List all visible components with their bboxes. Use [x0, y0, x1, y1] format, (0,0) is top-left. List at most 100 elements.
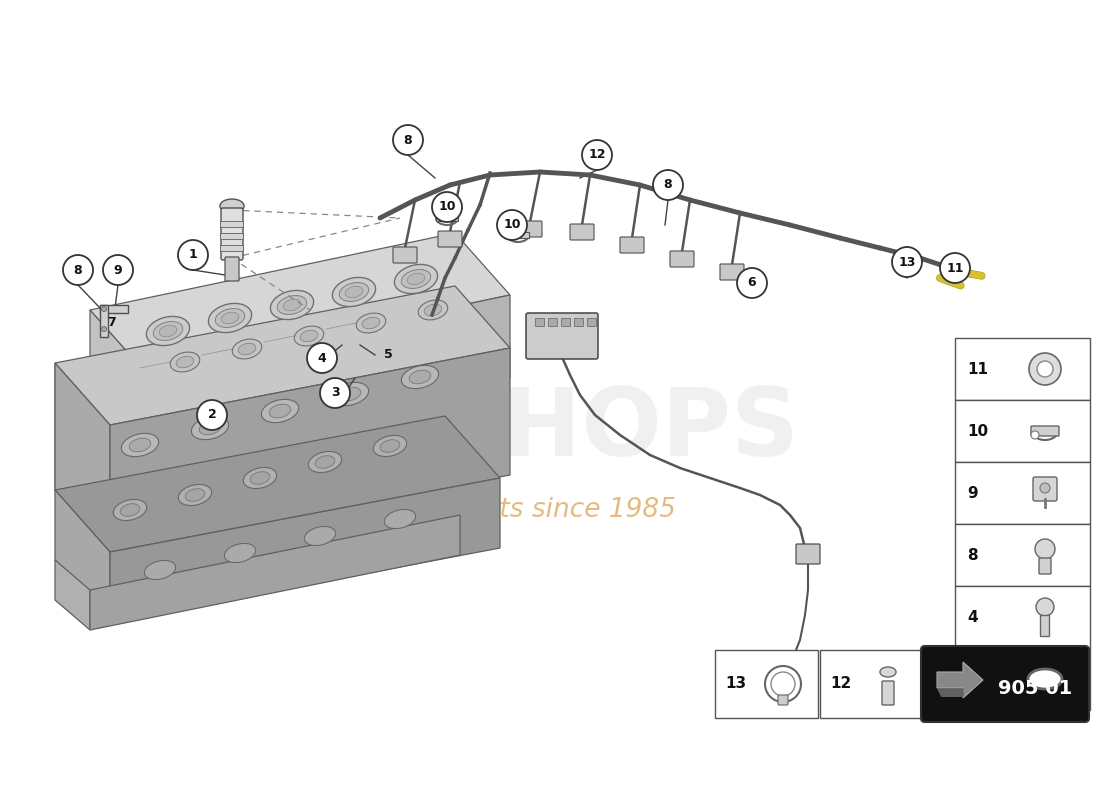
Ellipse shape	[129, 438, 151, 452]
FancyBboxPatch shape	[438, 231, 462, 247]
FancyBboxPatch shape	[220, 234, 243, 239]
Circle shape	[1031, 431, 1040, 439]
Ellipse shape	[185, 489, 205, 502]
Text: 6: 6	[748, 277, 757, 290]
Ellipse shape	[178, 485, 211, 506]
Circle shape	[1040, 483, 1050, 493]
Text: 8: 8	[663, 178, 672, 191]
Ellipse shape	[176, 356, 194, 368]
Text: 9: 9	[113, 263, 122, 277]
Polygon shape	[55, 363, 110, 552]
FancyBboxPatch shape	[393, 247, 417, 263]
Circle shape	[320, 378, 350, 408]
Text: 10: 10	[504, 218, 520, 231]
FancyBboxPatch shape	[715, 650, 818, 718]
FancyBboxPatch shape	[561, 318, 570, 326]
Ellipse shape	[300, 330, 318, 342]
Ellipse shape	[224, 543, 255, 562]
Ellipse shape	[113, 499, 146, 521]
Text: 12: 12	[588, 149, 606, 162]
FancyBboxPatch shape	[955, 338, 1090, 400]
Ellipse shape	[191, 416, 229, 440]
FancyBboxPatch shape	[720, 264, 744, 280]
FancyBboxPatch shape	[955, 586, 1090, 648]
Text: 13: 13	[725, 677, 746, 691]
Ellipse shape	[407, 274, 425, 285]
Polygon shape	[110, 348, 510, 552]
Circle shape	[101, 306, 107, 311]
Circle shape	[892, 247, 922, 277]
Text: 2: 2	[967, 671, 978, 686]
FancyBboxPatch shape	[548, 318, 557, 326]
Ellipse shape	[160, 326, 177, 337]
Text: 8: 8	[967, 547, 978, 562]
Ellipse shape	[316, 456, 334, 468]
FancyBboxPatch shape	[535, 318, 544, 326]
Ellipse shape	[146, 317, 189, 346]
Ellipse shape	[339, 282, 369, 302]
Text: 905 01: 905 01	[998, 679, 1072, 698]
Ellipse shape	[1028, 669, 1062, 689]
FancyBboxPatch shape	[221, 208, 243, 260]
Ellipse shape	[373, 435, 407, 457]
Ellipse shape	[295, 326, 323, 346]
Polygon shape	[145, 295, 510, 455]
Polygon shape	[90, 233, 510, 372]
Text: 8: 8	[404, 134, 412, 146]
Ellipse shape	[409, 370, 431, 384]
Ellipse shape	[305, 526, 336, 546]
Polygon shape	[55, 286, 510, 425]
FancyBboxPatch shape	[882, 681, 894, 705]
Text: 7: 7	[108, 315, 117, 329]
Ellipse shape	[332, 278, 375, 306]
Ellipse shape	[208, 303, 252, 333]
Ellipse shape	[262, 399, 298, 422]
Ellipse shape	[232, 339, 262, 359]
Circle shape	[63, 255, 94, 285]
FancyBboxPatch shape	[518, 221, 542, 237]
Ellipse shape	[384, 510, 416, 529]
Ellipse shape	[277, 295, 307, 314]
Ellipse shape	[271, 290, 314, 319]
Circle shape	[307, 343, 337, 373]
Ellipse shape	[308, 451, 342, 473]
FancyBboxPatch shape	[100, 305, 108, 337]
Ellipse shape	[121, 434, 158, 457]
Circle shape	[737, 268, 767, 298]
FancyBboxPatch shape	[1040, 558, 1050, 574]
Text: 4: 4	[318, 351, 327, 365]
Ellipse shape	[345, 286, 363, 298]
Text: 12: 12	[830, 677, 851, 691]
Text: 9: 9	[967, 486, 978, 501]
Circle shape	[432, 192, 462, 222]
Circle shape	[393, 125, 424, 155]
Circle shape	[178, 240, 208, 270]
Circle shape	[582, 140, 612, 170]
Polygon shape	[55, 560, 90, 630]
Circle shape	[103, 255, 133, 285]
FancyBboxPatch shape	[955, 524, 1090, 586]
FancyBboxPatch shape	[955, 648, 1090, 710]
Ellipse shape	[362, 318, 380, 329]
Polygon shape	[55, 416, 501, 552]
Ellipse shape	[356, 313, 386, 333]
Ellipse shape	[250, 472, 270, 484]
Ellipse shape	[880, 667, 896, 677]
Ellipse shape	[144, 561, 176, 579]
FancyBboxPatch shape	[570, 224, 594, 240]
Ellipse shape	[170, 352, 200, 372]
FancyBboxPatch shape	[1033, 477, 1057, 501]
FancyBboxPatch shape	[220, 246, 243, 251]
Ellipse shape	[418, 300, 448, 320]
FancyBboxPatch shape	[574, 318, 583, 326]
Text: 4: 4	[967, 610, 978, 625]
Circle shape	[653, 170, 683, 200]
Text: 2: 2	[208, 409, 217, 422]
Ellipse shape	[331, 382, 368, 406]
Ellipse shape	[283, 299, 300, 310]
Ellipse shape	[381, 440, 399, 452]
Polygon shape	[110, 478, 500, 622]
Text: 11: 11	[967, 362, 988, 377]
FancyBboxPatch shape	[820, 650, 923, 718]
FancyBboxPatch shape	[955, 462, 1090, 524]
